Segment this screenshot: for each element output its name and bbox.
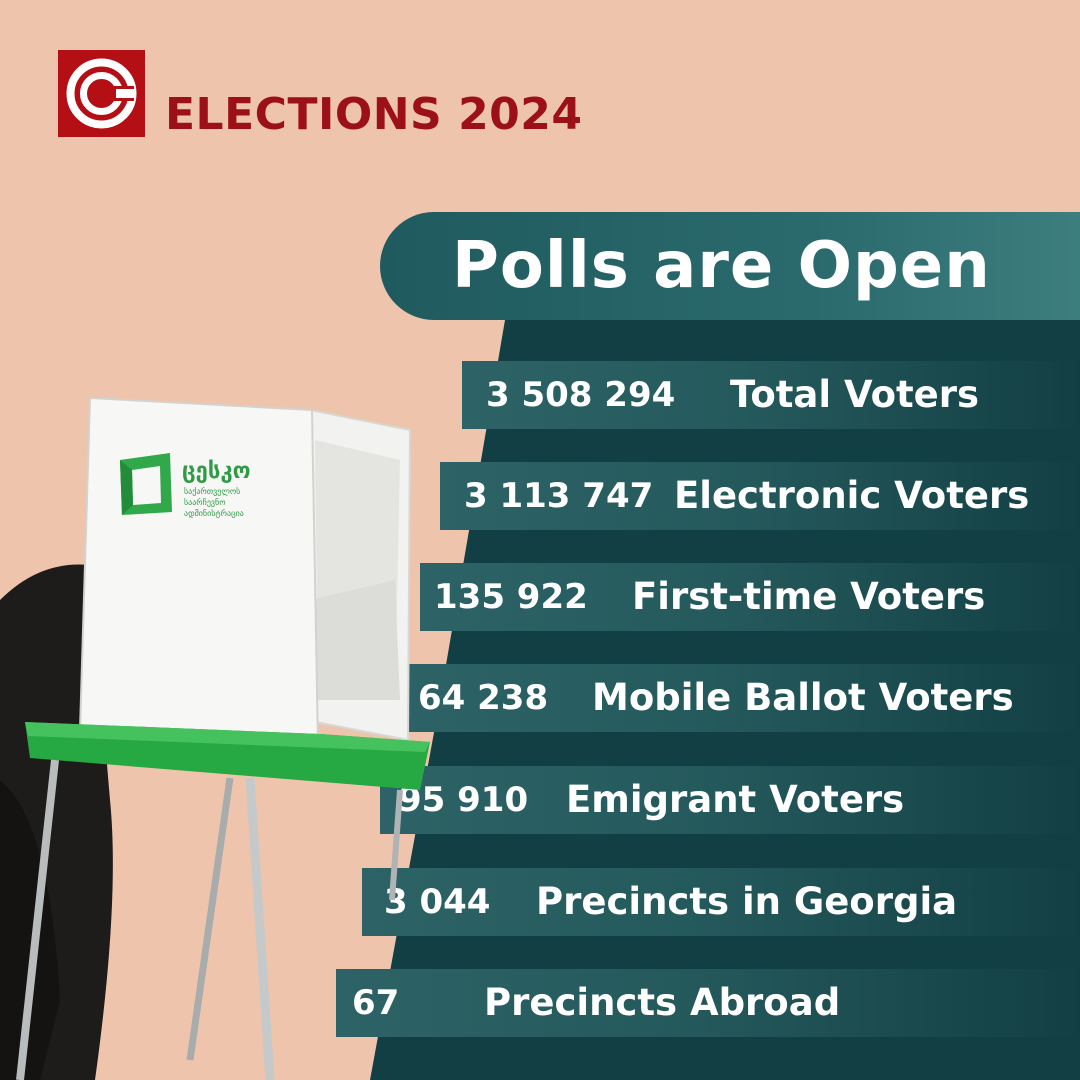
cec-brand-line-2: საარჩევნო xyxy=(184,497,225,507)
stat-row-precincts-georgia: 3 044 Precincts in Georgia xyxy=(362,868,1080,936)
brand-logo xyxy=(58,50,145,137)
row-background xyxy=(420,563,1080,631)
row-background xyxy=(380,766,1080,834)
row-background xyxy=(462,361,1080,429)
row-background xyxy=(336,969,1080,1037)
row-background xyxy=(400,664,1080,732)
polls-open-banner xyxy=(380,212,1080,320)
banner-heading: Polls are Open xyxy=(452,229,991,303)
stat-label: Emigrant Voters xyxy=(566,778,905,821)
cec-logo-icon xyxy=(120,453,172,515)
stat-label: First-time Voters xyxy=(632,575,986,618)
stat-label: Precincts Abroad xyxy=(484,981,841,1024)
cec-brand-line-1: საქართველოს xyxy=(184,486,240,496)
voting-booth-illustration: ცესკო საქართველოს საარჩევნო ადმინისტრაცი… xyxy=(0,396,430,1080)
stat-row-first-time-voters: 135 922 First-time Voters xyxy=(420,563,1080,631)
page-title: ELECTIONS 2024 xyxy=(165,89,583,140)
stat-value: 64 238 xyxy=(418,678,549,718)
stat-value: 3 508 294 xyxy=(486,375,676,415)
stat-value: 3 044 xyxy=(384,882,491,922)
stat-row-total-voters: 3 508 294 Total Voters xyxy=(462,361,1080,429)
cec-brand-name: ცესკო xyxy=(182,459,251,484)
stat-row-electronic-voters: 3 113 747 Electronic Voters xyxy=(440,462,1080,530)
stat-label: Total Voters xyxy=(730,373,980,416)
cec-brand-line-3: ადმინისტრაცია xyxy=(184,508,244,518)
stat-label: Electronic Voters xyxy=(674,474,1030,517)
stat-label: Precincts in Georgia xyxy=(536,880,958,923)
row-background xyxy=(440,462,1080,530)
stat-row-mobile-ballot-voters: 64 238 Mobile Ballot Voters xyxy=(400,664,1080,732)
copyright-c-icon xyxy=(66,58,137,129)
stat-value: 135 922 xyxy=(434,577,588,617)
stat-value: 67 xyxy=(352,983,400,1023)
stat-row-emigrant-voters: 95 910 Emigrant Voters xyxy=(380,766,1080,834)
stat-value: 3 113 747 xyxy=(464,476,654,516)
stat-label: Mobile Ballot Voters xyxy=(592,676,1014,719)
stat-row-precincts-abroad: 67 Precincts Abroad xyxy=(336,969,1080,1037)
row-background xyxy=(362,868,1080,936)
